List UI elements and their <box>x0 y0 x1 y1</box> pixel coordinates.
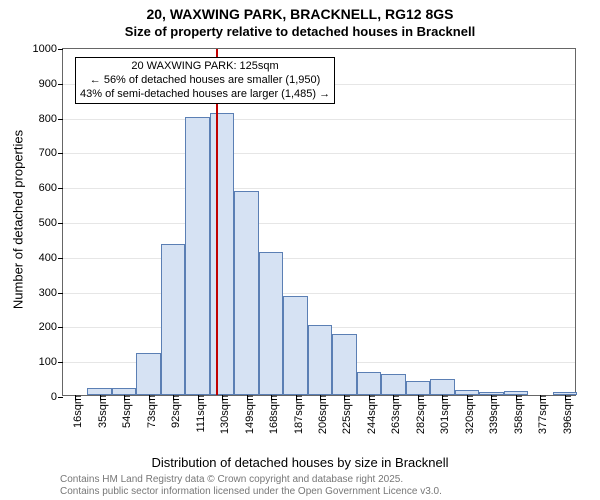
x-tick-label: 263sqm <box>384 395 402 434</box>
plot-area: 0100200300400500600700800900100016sqm35s… <box>62 48 576 396</box>
x-tick-label: 320sqm <box>458 395 476 434</box>
x-tick-label: 339sqm <box>482 395 500 434</box>
histogram-bar <box>87 388 111 395</box>
histogram-bar <box>308 325 332 395</box>
footer-line-1: Contains HM Land Registry data © Crown c… <box>60 474 590 486</box>
histogram-bar <box>210 113 234 395</box>
annotation-line-3: 43% of semi-detached houses are larger (… <box>80 88 330 102</box>
y-tick-label: 400 <box>39 252 63 264</box>
x-axis-label: Distribution of detached houses by size … <box>0 455 600 470</box>
gridline <box>63 293 575 294</box>
x-tick-label: 396sqm <box>556 395 574 434</box>
y-tick-label: 800 <box>39 113 63 125</box>
y-tick-label: 500 <box>39 217 63 229</box>
histogram-bar <box>406 381 430 395</box>
y-tick-label: 700 <box>39 147 63 159</box>
footer-line-2: Contains public sector information licen… <box>60 486 590 498</box>
y-tick-label: 200 <box>39 321 63 333</box>
histogram-bar <box>185 117 209 395</box>
annotation-line-2: ← 56% of detached houses are smaller (1,… <box>80 74 330 88</box>
y-axis-label: Number of detached properties <box>11 130 26 310</box>
x-tick-label: 149sqm <box>238 395 256 434</box>
gridline <box>63 153 575 154</box>
chart-footer: Contains HM Land Registry data © Crown c… <box>60 474 590 497</box>
chart-container: 20, WAXWING PARK, BRACKNELL, RG12 8GS Si… <box>0 0 600 500</box>
y-tick-label: 300 <box>39 287 63 299</box>
gridline <box>63 223 575 224</box>
x-tick-label: 301sqm <box>433 395 451 434</box>
gridline <box>63 188 575 189</box>
gridline <box>63 119 575 120</box>
x-tick-label: 111sqm <box>189 395 207 433</box>
x-tick-label: 73sqm <box>140 395 158 428</box>
histogram-bar <box>136 353 160 395</box>
y-tick-label: 900 <box>39 78 63 90</box>
histogram-bar <box>283 296 307 395</box>
x-tick-label: 206sqm <box>311 395 329 434</box>
x-tick-label: 35sqm <box>91 395 109 428</box>
y-tick-label: 1000 <box>33 43 63 55</box>
histogram-bar <box>259 252 283 395</box>
histogram-bar <box>357 372 381 395</box>
x-tick-label: 54sqm <box>115 395 133 428</box>
gridline <box>63 258 575 259</box>
histogram-bar <box>430 379 454 395</box>
x-tick-label: 130sqm <box>213 395 231 434</box>
y-tick-label: 0 <box>51 391 63 403</box>
y-tick-label: 600 <box>39 182 63 194</box>
histogram-bar <box>161 244 185 395</box>
histogram-bar <box>112 388 136 395</box>
histogram-bar <box>332 334 356 395</box>
chart-title: 20, WAXWING PARK, BRACKNELL, RG12 8GS <box>0 6 600 22</box>
x-tick-label: 168sqm <box>262 395 280 434</box>
y-tick-label: 100 <box>39 356 63 368</box>
x-tick-label: 282sqm <box>409 395 427 434</box>
x-tick-label: 244sqm <box>360 395 378 434</box>
x-tick-label: 225sqm <box>335 395 353 434</box>
chart-subtitle: Size of property relative to detached ho… <box>0 24 600 39</box>
histogram-bar <box>381 374 405 395</box>
annotation-box: 20 WAXWING PARK: 125sqm← 56% of detached… <box>75 57 335 104</box>
x-tick-label: 358sqm <box>507 395 525 434</box>
histogram-bar <box>234 191 258 395</box>
x-tick-label: 377sqm <box>531 395 549 434</box>
x-tick-label: 187sqm <box>287 395 305 434</box>
x-tick-label: 92sqm <box>164 395 182 428</box>
annotation-line-1: 20 WAXWING PARK: 125sqm <box>80 60 330 74</box>
x-tick-label: 16sqm <box>66 395 84 428</box>
